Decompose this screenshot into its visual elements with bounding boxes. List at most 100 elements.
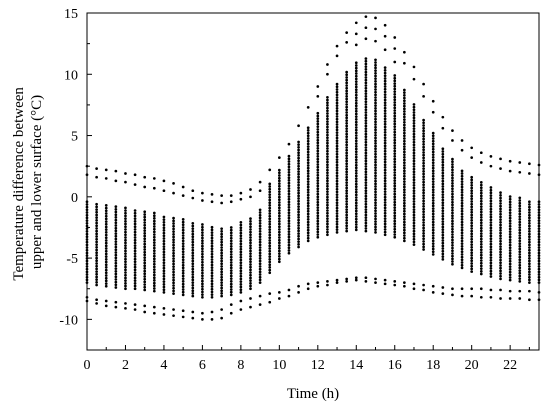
data-point (364, 89, 368, 93)
data-point (124, 279, 127, 282)
data-point (239, 234, 243, 238)
data-point (354, 204, 358, 207)
data-point (412, 124, 416, 128)
data-point (162, 264, 166, 267)
data-point (229, 285, 233, 289)
data-point (258, 221, 262, 225)
data-point (383, 85, 387, 88)
data-point (441, 209, 445, 213)
data-point (268, 185, 272, 188)
data-point (277, 168, 281, 172)
data-point (354, 228, 358, 232)
data-point (172, 249, 175, 252)
data-point (326, 187, 329, 191)
data-point (364, 202, 368, 206)
data-point (451, 195, 454, 199)
data-point (229, 280, 233, 283)
data-point (403, 169, 406, 173)
data-point (210, 247, 214, 251)
data-point (374, 66, 377, 70)
data-point (489, 237, 493, 241)
data-point (229, 288, 233, 291)
data-point (412, 170, 416, 174)
data-point (403, 99, 406, 103)
data-point (470, 240, 474, 244)
data-point (403, 142, 406, 146)
data-point (306, 172, 310, 175)
data-point (95, 278, 98, 282)
data-point (249, 244, 252, 247)
data-point (489, 253, 493, 257)
data-point (364, 181, 368, 184)
data-point (201, 293, 204, 296)
data-point (133, 252, 137, 256)
data-point (403, 185, 406, 189)
data-point (354, 107, 358, 110)
data-point (287, 176, 291, 180)
data-point (528, 246, 531, 249)
data-point (345, 156, 349, 160)
data-point (403, 239, 406, 243)
data-point (354, 85, 358, 89)
data-point (489, 245, 493, 249)
data-point (528, 238, 531, 241)
data-point (374, 204, 377, 207)
data-point (287, 235, 291, 239)
data-point (508, 276, 512, 279)
data-point (518, 161, 522, 164)
data-point (297, 145, 300, 149)
data-point (354, 180, 358, 183)
data-point (95, 264, 98, 268)
data-point (518, 261, 522, 264)
data-point (162, 285, 166, 289)
data-point (374, 220, 377, 223)
data-point (143, 240, 147, 243)
data-point (345, 148, 349, 152)
data-point (152, 235, 156, 239)
data-point (470, 175, 474, 179)
data-point (268, 252, 272, 256)
data-point (152, 268, 156, 271)
data-point (393, 187, 397, 191)
data-point (316, 235, 320, 239)
data-point (451, 238, 454, 242)
data-point (326, 225, 329, 229)
data-point (229, 263, 233, 267)
data-point (470, 205, 474, 209)
data-point (470, 221, 474, 225)
data-point (114, 286, 118, 289)
data-point (374, 225, 377, 229)
data-point (451, 179, 454, 182)
data-point (499, 245, 502, 248)
data-point (345, 108, 349, 112)
data-point (441, 187, 445, 191)
data-point (104, 236, 108, 240)
data-point (518, 258, 522, 262)
data-point (306, 226, 310, 229)
data-point (297, 224, 300, 227)
data-point (133, 279, 137, 282)
data-point (383, 114, 387, 118)
data-point (374, 174, 377, 178)
data-point (518, 266, 522, 270)
data-point (181, 218, 185, 221)
data-point (297, 124, 300, 128)
data-point (335, 171, 339, 175)
data-point (220, 248, 223, 252)
data-point (306, 209, 310, 213)
data-point (326, 128, 329, 132)
data-point (528, 224, 531, 228)
data-point (95, 251, 98, 255)
data-point (383, 71, 387, 75)
data-point (422, 148, 425, 152)
data-point (393, 128, 397, 131)
data-point (412, 216, 416, 220)
data-point (354, 147, 358, 151)
data-point (489, 213, 493, 216)
data-point (335, 93, 339, 97)
data-point (374, 206, 377, 210)
data-point (451, 243, 454, 247)
data-point (383, 278, 387, 282)
data-point (104, 225, 108, 229)
data-point (239, 266, 243, 270)
